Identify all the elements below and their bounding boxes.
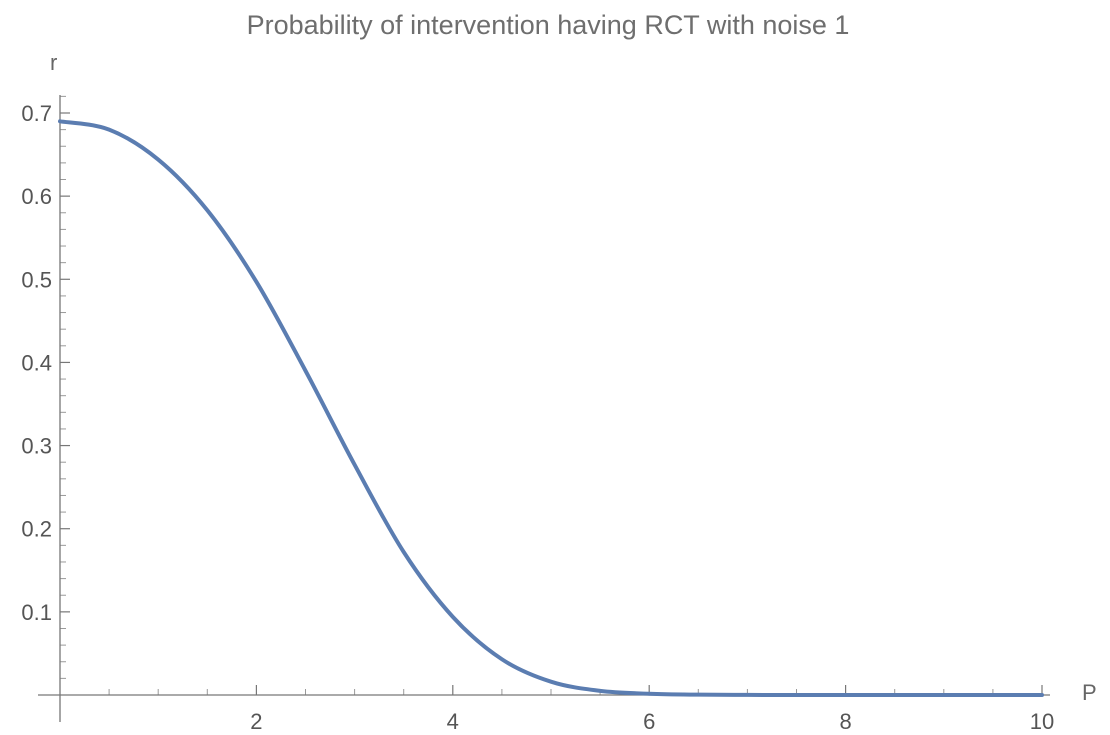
series-layer [58, 119, 1044, 698]
chart-title: Probability of intervention having RCT w… [247, 10, 850, 40]
y-tick-marks [60, 95, 70, 679]
y-axis-label: r [50, 50, 57, 75]
y-tick-label: 0.3 [21, 434, 52, 459]
y-tick-label: 0.4 [21, 350, 52, 375]
x-tick-label: 2 [250, 709, 262, 734]
y-tick-label: 0.1 [21, 600, 52, 625]
y-tick-label: 0.5 [21, 267, 52, 292]
y-tick-label: 0.7 [21, 101, 52, 126]
y-tick-label: 0.2 [21, 517, 52, 542]
x-tick-labels: 2 4 6 8 10 [250, 709, 1054, 734]
x-axis-label: P [1082, 680, 1097, 705]
y-tick-labels: 0.1 0.2 0.3 0.4 0.5 0.6 0.7 [21, 101, 52, 625]
x-tick-label: 10 [1030, 709, 1054, 734]
x-tick-label: 4 [447, 709, 459, 734]
x-tick-label: 6 [643, 709, 655, 734]
series-line [58, 119, 1044, 698]
y-tick-label: 0.6 [21, 184, 52, 209]
x-tick-label: 8 [839, 709, 851, 734]
